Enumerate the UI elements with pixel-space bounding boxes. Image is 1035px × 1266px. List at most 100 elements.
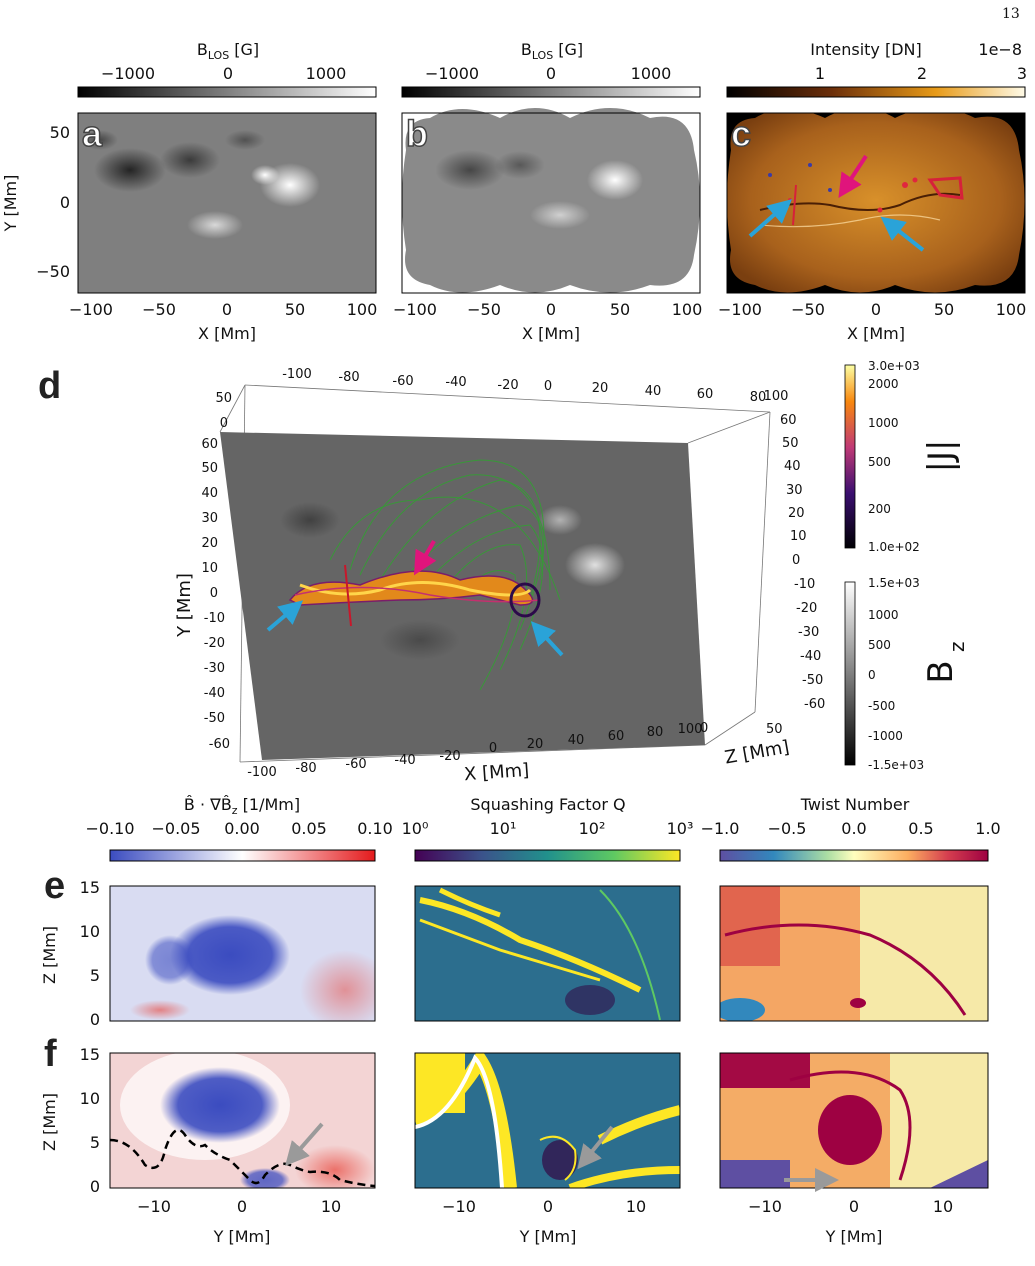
panel-d-ylabel: Y [Mm]	[174, 573, 195, 638]
svg-text:−50: −50	[467, 300, 501, 319]
colorbar-bz-label: B z	[921, 642, 969, 684]
svg-text:-20: -20	[796, 601, 817, 616]
panel-a-image	[78, 113, 376, 293]
svg-text:0: 0	[792, 553, 800, 568]
panel-b-image	[402, 108, 700, 293]
xticks-c: −100 −50 0 50 100	[718, 300, 1026, 319]
svg-text:-80: -80	[338, 370, 359, 385]
svg-text:-60: -60	[345, 757, 366, 772]
svg-text:−10: −10	[442, 1197, 476, 1216]
page-number: 13	[1002, 6, 1020, 22]
svg-text:-30: -30	[798, 625, 819, 640]
panel-d-xlabel: X [Mm]	[463, 760, 529, 785]
svg-text:0: 0	[222, 300, 232, 319]
panel-c-image	[727, 113, 1025, 293]
svg-text:50: 50	[50, 123, 70, 142]
svg-text:500: 500	[868, 638, 891, 652]
svg-text:20: 20	[201, 536, 218, 551]
colorbar-j-ticks: 3.0e+03 2000 1000 500 200 1.0e+02	[868, 359, 920, 554]
svg-text:0: 0	[90, 1010, 100, 1029]
colorbar-b-ticks: −1000 0 1000	[425, 64, 671, 83]
svg-text:-10: -10	[794, 577, 815, 592]
colorbar-b-label: BLOS [G]	[521, 40, 583, 62]
svg-text:0: 0	[237, 1197, 247, 1216]
f-2-xlabel: Y [Mm]	[519, 1227, 577, 1246]
svg-text:200: 200	[868, 502, 891, 516]
colorbar-j	[844, 364, 856, 549]
svg-text:0: 0	[223, 64, 233, 83]
xlabel-b: X [Mm]	[522, 324, 580, 343]
panel-c-magenta-arrow	[838, 154, 868, 199]
svg-text:100: 100	[996, 300, 1027, 319]
svg-text:0: 0	[546, 64, 556, 83]
f-3-xlabel: Y [Mm]	[825, 1227, 883, 1246]
e-yticks: 15 10 5 0	[80, 878, 100, 1029]
svg-text:−100: −100	[69, 300, 113, 319]
svg-text:1000: 1000	[868, 608, 899, 622]
svg-text:-20: -20	[439, 749, 460, 764]
svg-text:-30: -30	[204, 661, 225, 676]
svg-text:80: 80	[647, 725, 664, 740]
panel-f-2-image	[415, 1053, 680, 1188]
svg-text:40: 40	[201, 486, 218, 501]
svg-text:-60: -60	[804, 697, 825, 712]
svg-text:30: 30	[786, 483, 803, 498]
svg-text:0: 0	[90, 1177, 100, 1196]
panel-d-bottom-ticks: -100 -80 -60 -40 -20 0 20 40 60 80 100	[247, 722, 702, 780]
svg-text:0.05: 0.05	[291, 819, 327, 838]
colorbar-j-label: |J|	[921, 440, 961, 473]
svg-text:B: B	[921, 660, 961, 683]
colorbar-3-label: Twist Number	[800, 795, 910, 814]
top-ylabel: Y [Mm]	[1, 175, 20, 233]
svg-text:−10: −10	[137, 1197, 171, 1216]
svg-text:10: 10	[790, 529, 807, 544]
svg-text:5: 5	[90, 1133, 100, 1152]
colorbar-c	[726, 86, 1026, 98]
svg-text:15: 15	[80, 878, 100, 897]
svg-text:−1.0: −1.0	[701, 819, 740, 838]
svg-text:0.0: 0.0	[841, 819, 866, 838]
f-1-xlabel: Y [Mm]	[213, 1227, 271, 1246]
svg-text:−0.5: −0.5	[768, 819, 807, 838]
colorbar-3	[719, 849, 989, 862]
svg-text:10¹: 10¹	[490, 819, 517, 838]
svg-text:-100: -100	[247, 765, 277, 780]
svg-text:100: 100	[764, 389, 789, 404]
panel-d-z-tick-50: 50	[766, 722, 783, 737]
xticks-a: −100 −50 0 50 100	[69, 300, 377, 319]
svg-text:0: 0	[60, 193, 70, 212]
panel-f-1-dashed-curve	[110, 1128, 375, 1188]
svg-text:−100: −100	[718, 300, 762, 319]
svg-text:-50: -50	[204, 711, 225, 726]
svg-text:-60: -60	[209, 737, 230, 752]
svg-text:60: 60	[697, 387, 714, 402]
svg-text:0: 0	[849, 1197, 859, 1216]
xlabel-a: X [Mm]	[198, 324, 256, 343]
panel-f-1-gray-arrow	[285, 1122, 324, 1167]
svg-text:1.0: 1.0	[975, 819, 1000, 838]
f-1-xticks: −10 0 10	[137, 1197, 341, 1216]
svg-text:10: 10	[933, 1197, 953, 1216]
panel-f-2-gray-arrow	[577, 1125, 614, 1170]
svg-text:10: 10	[626, 1197, 646, 1216]
svg-text:-10: -10	[204, 611, 225, 626]
svg-text:20: 20	[592, 381, 609, 396]
svg-text:0: 0	[546, 300, 556, 319]
colorbar-1-ticks: −0.10 −0.05 0.00 0.05 0.10	[85, 819, 392, 838]
colorbar-2	[414, 849, 681, 862]
svg-text:0.10: 0.10	[357, 819, 393, 838]
svg-text:-500: -500	[868, 699, 895, 713]
colorbar-b	[401, 86, 701, 98]
svg-text:-40: -40	[445, 375, 466, 390]
panel-d-top-ticks: -100 -80 -60 -40 -20 0 20 40 60 80 100	[282, 367, 788, 405]
svg-text:30: 30	[201, 511, 218, 526]
panel-d-cyan-arrow-2	[530, 621, 564, 657]
svg-text:−10: −10	[748, 1197, 782, 1216]
xlabel-c: X [Mm]	[847, 324, 905, 343]
svg-text:500: 500	[868, 455, 891, 469]
svg-text:-100: -100	[282, 367, 312, 382]
xticks-b: −100 −50 0 50 100	[393, 300, 702, 319]
svg-text:100: 100	[347, 300, 378, 319]
svg-text:2: 2	[917, 64, 927, 83]
svg-text:z: z	[945, 642, 969, 653]
